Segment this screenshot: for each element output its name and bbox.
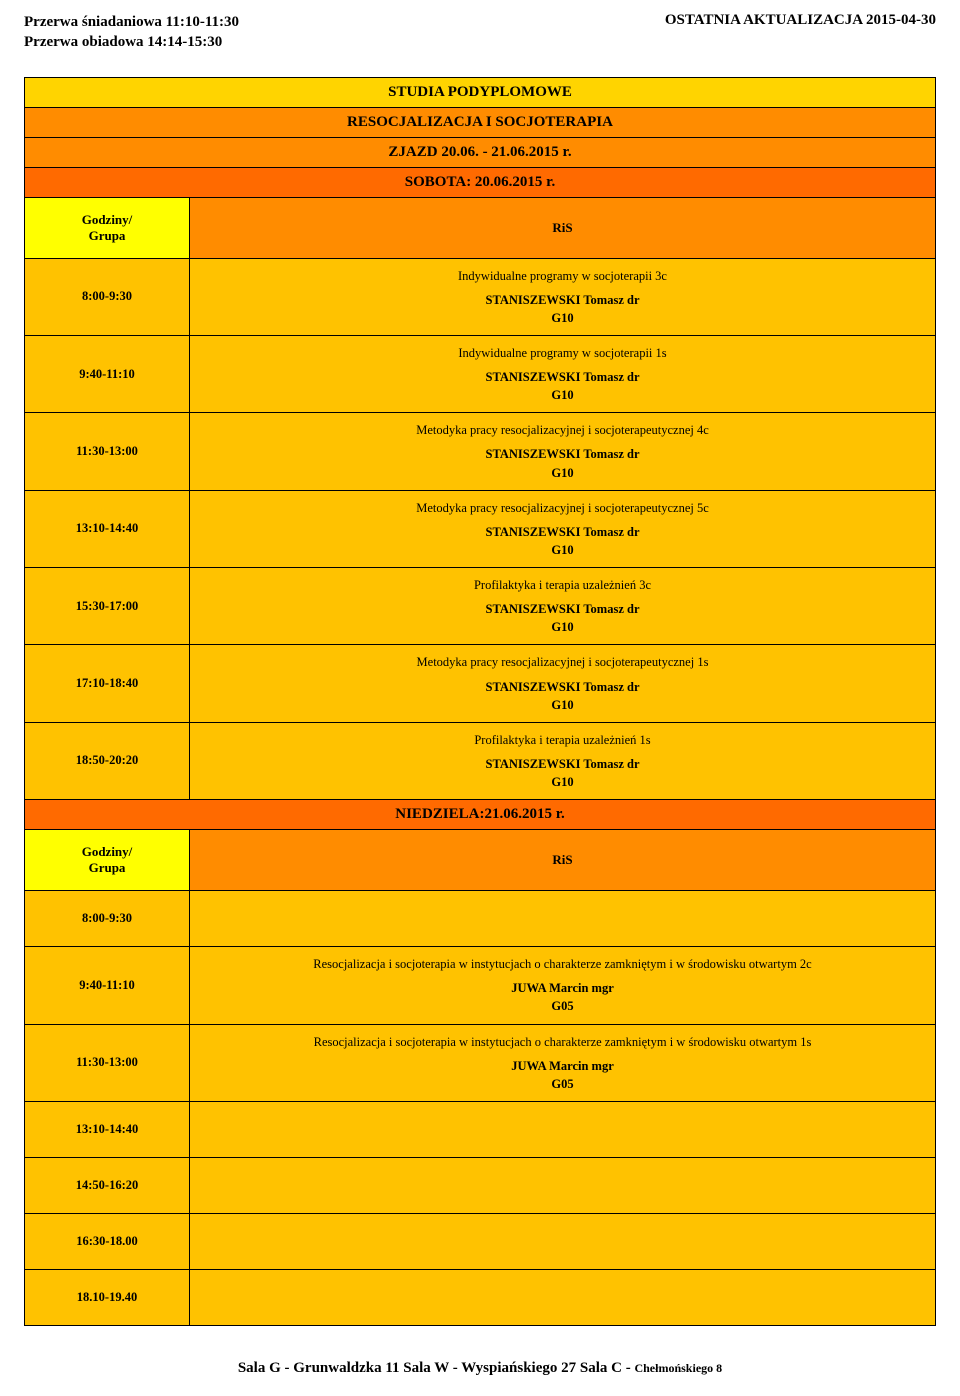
time-slot: 15:30-17:00 bbox=[25, 568, 190, 645]
time-slot: 9:40-11:10 bbox=[25, 335, 190, 412]
time-slot: 9:40-11:10 bbox=[25, 947, 190, 1024]
teacher: STANISZEWSKI Tomasz dr bbox=[196, 445, 929, 463]
teacher: STANISZEWSKI Tomasz dr bbox=[196, 600, 929, 618]
subject: Resocjalizacja i socjoterapia w instytuc… bbox=[196, 1033, 929, 1051]
session-cell: Metodyka pracy resocjalizacyjnej i socjo… bbox=[190, 490, 936, 567]
break-1: Przerwa śniadaniowa 11:10-11:30 bbox=[24, 12, 239, 32]
subject: Metodyka pracy resocjalizacyjnej i socjo… bbox=[196, 499, 929, 517]
break-2: Przerwa obiadowa 14:14-15:30 bbox=[24, 32, 239, 52]
session-cell: Resocjalizacja i socjoterapia w instytuc… bbox=[190, 947, 936, 1024]
teacher: STANISZEWSKI Tomasz dr bbox=[196, 368, 929, 386]
time-slot: 18:50-20:20 bbox=[25, 722, 190, 799]
footer: Sala G - Grunwaldzka 11 Sala W - Wyspiań… bbox=[24, 1360, 936, 1377]
empty-session bbox=[190, 1269, 936, 1325]
page-header: Przerwa śniadaniowa 11:10-11:30 Przerwa … bbox=[24, 12, 936, 53]
subject: Profilaktyka i terapia uzależnień 3c bbox=[196, 576, 929, 594]
room: G10 bbox=[196, 696, 929, 714]
subject: Indywidualne programy w socjoterapii 3c bbox=[196, 267, 929, 285]
time-slot: 13:10-14:40 bbox=[25, 1101, 190, 1157]
group-header-left: Godziny/Grupa bbox=[25, 197, 190, 258]
subject: Metodyka pracy resocjalizacyjnej i socjo… bbox=[196, 421, 929, 439]
room: G10 bbox=[196, 618, 929, 636]
teacher: STANISZEWSKI Tomasz dr bbox=[196, 755, 929, 773]
empty-session bbox=[190, 891, 936, 947]
teacher: STANISZEWSKI Tomasz dr bbox=[196, 291, 929, 309]
schedule-table: STUDIA PODYPLOMOWE RESOCJALIZACJA I SOCJ… bbox=[24, 77, 936, 1326]
session-cell: Resocjalizacja i socjoterapia w instytuc… bbox=[190, 1024, 936, 1101]
room: G10 bbox=[196, 309, 929, 327]
group-header-right: RiS bbox=[190, 197, 936, 258]
empty-session bbox=[190, 1101, 936, 1157]
time-slot: 13:10-14:40 bbox=[25, 490, 190, 567]
zjazd-row: ZJAZD 20.06. - 21.06.2015 r. bbox=[25, 137, 936, 167]
room: G05 bbox=[196, 997, 929, 1015]
footer-main: Sala G - Grunwaldzka 11 Sala W - Wyspiań… bbox=[238, 1360, 635, 1376]
footer-small: Chełmońskiego 8 bbox=[634, 1361, 722, 1375]
room: G05 bbox=[196, 1075, 929, 1093]
teacher: JUWA Marcin mgr bbox=[196, 1057, 929, 1075]
session-cell: Indywidualne programy w socjoterapii 3c … bbox=[190, 258, 936, 335]
title-row: STUDIA PODYPLOMOWE bbox=[25, 77, 936, 107]
time-slot: 11:30-13:00 bbox=[25, 413, 190, 490]
teacher: STANISZEWSKI Tomasz dr bbox=[196, 523, 929, 541]
teacher: STANISZEWSKI Tomasz dr bbox=[196, 678, 929, 696]
room: G10 bbox=[196, 464, 929, 482]
break-info: Przerwa śniadaniowa 11:10-11:30 Przerwa … bbox=[24, 12, 239, 53]
time-slot: 11:30-13:00 bbox=[25, 1024, 190, 1101]
room: G10 bbox=[196, 386, 929, 404]
time-slot: 17:10-18:40 bbox=[25, 645, 190, 722]
session-cell: Indywidualne programy w socjoterapii 1s … bbox=[190, 335, 936, 412]
session-cell: Metodyka pracy resocjalizacyjnej i socjo… bbox=[190, 645, 936, 722]
time-slot: 16:30-18.00 bbox=[25, 1213, 190, 1269]
session-cell: Profilaktyka i terapia uzależnień 3c STA… bbox=[190, 568, 936, 645]
subject: Metodyka pracy resocjalizacyjnej i socjo… bbox=[196, 653, 929, 671]
empty-session bbox=[190, 1157, 936, 1213]
session-cell: Metodyka pracy resocjalizacyjnej i socjo… bbox=[190, 413, 936, 490]
session-cell: Profilaktyka i terapia uzależnień 1s STA… bbox=[190, 722, 936, 799]
niedziela-row: NIEDZIELA:21.06.2015 r. bbox=[25, 800, 936, 830]
subtitle-row: RESOCJALIZACJA I SOCJOTERAPIA bbox=[25, 107, 936, 137]
group-header-right: RiS bbox=[190, 830, 936, 891]
subject: Profilaktyka i terapia uzależnień 1s bbox=[196, 731, 929, 749]
teacher: JUWA Marcin mgr bbox=[196, 979, 929, 997]
empty-session bbox=[190, 1213, 936, 1269]
group-header-left: Godziny/Grupa bbox=[25, 830, 190, 891]
time-slot: 8:00-9:30 bbox=[25, 258, 190, 335]
time-slot: 18.10-19.40 bbox=[25, 1269, 190, 1325]
room: G10 bbox=[196, 541, 929, 559]
room: G10 bbox=[196, 773, 929, 791]
last-update: OSTATNIA AKTUALIZACJA 2015-04-30 bbox=[665, 12, 936, 53]
subject: Resocjalizacja i socjoterapia w instytuc… bbox=[196, 955, 929, 973]
time-slot: 8:00-9:30 bbox=[25, 891, 190, 947]
time-slot: 14:50-16:20 bbox=[25, 1157, 190, 1213]
sobota-row: SOBOTA: 20.06.2015 r. bbox=[25, 167, 936, 197]
subject: Indywidualne programy w socjoterapii 1s bbox=[196, 344, 929, 362]
